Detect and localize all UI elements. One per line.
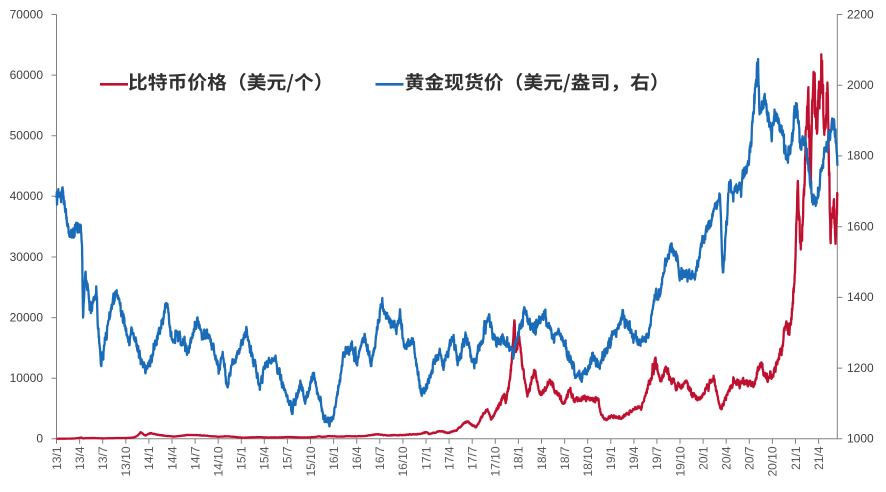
svg-text:16/10: 16/10	[396, 446, 410, 476]
svg-text:19/4: 19/4	[627, 446, 641, 470]
svg-text:50000: 50000	[10, 129, 44, 143]
svg-text:30000: 30000	[10, 250, 44, 264]
svg-text:21/1: 21/1	[789, 446, 803, 470]
svg-text:13/7: 13/7	[96, 446, 110, 470]
svg-text:17/1: 17/1	[419, 446, 433, 470]
svg-text:17/7: 17/7	[466, 446, 480, 470]
svg-text:2000: 2000	[847, 78, 874, 92]
svg-text:16/4: 16/4	[350, 446, 364, 470]
svg-text:15/10: 15/10	[304, 446, 318, 476]
svg-text:1800: 1800	[847, 149, 874, 163]
svg-text:18/10: 18/10	[581, 446, 595, 476]
svg-text:21/4: 21/4	[812, 446, 826, 470]
svg-text:60000: 60000	[10, 68, 44, 82]
svg-text:19/7: 19/7	[650, 446, 664, 470]
svg-text:16/7: 16/7	[373, 446, 387, 470]
svg-text:20000: 20000	[10, 310, 44, 324]
svg-text:14/4: 14/4	[165, 446, 179, 470]
svg-text:1400: 1400	[847, 290, 874, 304]
svg-text:70000: 70000	[10, 7, 44, 21]
svg-text:18/1: 18/1	[512, 446, 526, 470]
svg-text:15/4: 15/4	[258, 446, 272, 470]
svg-text:13/4: 13/4	[73, 446, 87, 470]
svg-text:18/4: 18/4	[535, 446, 549, 470]
svg-text:20/4: 20/4	[720, 446, 734, 470]
svg-text:0: 0	[36, 432, 43, 446]
svg-text:19/1: 19/1	[604, 446, 618, 470]
svg-text:14/1: 14/1	[142, 446, 156, 470]
svg-text:17/4: 17/4	[442, 446, 456, 470]
svg-text:1600: 1600	[847, 220, 874, 234]
svg-text:15/1: 15/1	[235, 446, 249, 470]
svg-text:20/10: 20/10	[766, 446, 780, 476]
svg-text:13/10: 13/10	[119, 446, 133, 476]
svg-text:17/10: 17/10	[489, 446, 503, 476]
svg-text:10000: 10000	[10, 371, 44, 385]
svg-text:1000: 1000	[847, 432, 874, 446]
svg-text:16/1: 16/1	[327, 446, 341, 470]
svg-text:1200: 1200	[847, 361, 874, 375]
svg-text:19/10: 19/10	[673, 446, 687, 476]
svg-text:20/1: 20/1	[696, 446, 710, 470]
svg-text:14/7: 14/7	[188, 446, 202, 470]
svg-text:18/7: 18/7	[558, 446, 572, 470]
svg-text:2200: 2200	[847, 7, 874, 21]
svg-text:14/10: 14/10	[212, 446, 226, 476]
svg-text:20/7: 20/7	[743, 446, 757, 470]
svg-text:40000: 40000	[10, 189, 44, 203]
svg-text:15/7: 15/7	[281, 446, 295, 470]
svg-text:13/1: 13/1	[50, 446, 64, 470]
